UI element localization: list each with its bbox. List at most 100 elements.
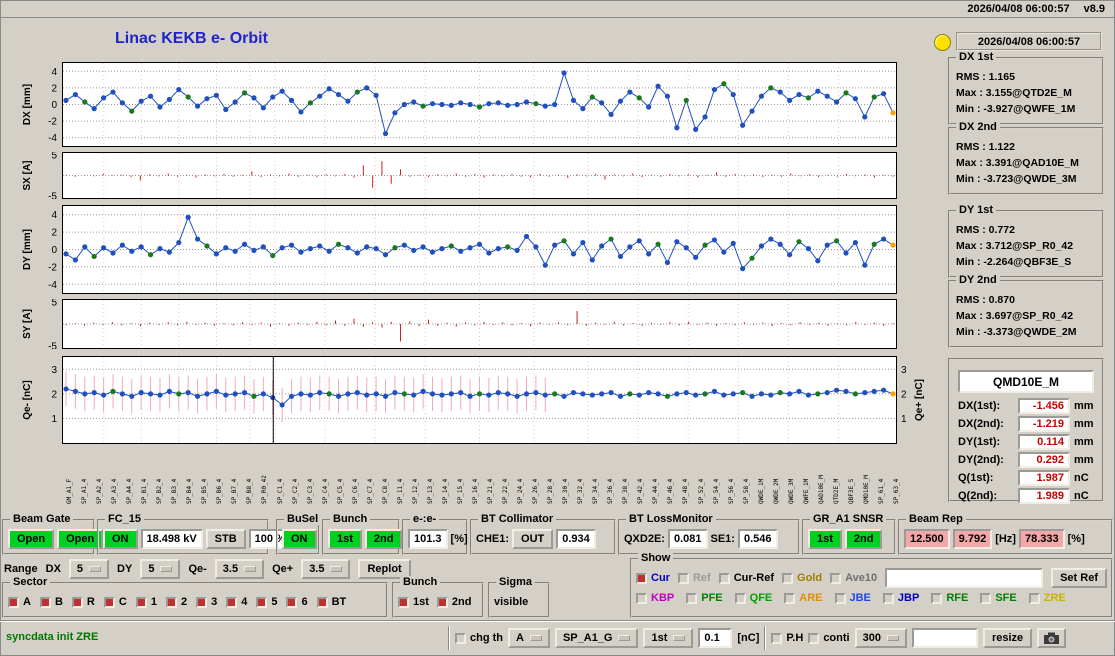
stats-dy-2nd-title: DY 2nd [956, 274, 1000, 286]
range-qem-dropdown[interactable]: 3.5 [214, 559, 265, 579]
fc15-stb-button[interactable]: STB [205, 529, 246, 549]
ph-checkbox[interactable]: P.H [771, 632, 803, 644]
range-qep-dropdown[interactable]: 3.5 [301, 559, 351, 579]
sector-checkbox[interactable]: 3 [196, 596, 217, 608]
svg-text:2: 2 [51, 389, 57, 400]
checkbox-indicator [677, 572, 689, 584]
show-option-checkbox[interactable]: Cur [636, 572, 670, 584]
sector-checkbox[interactable]: C [103, 596, 127, 608]
plot-sx[interactable]: 5 -5 SX [A] [0, 152, 935, 199]
checkbox-label: 1st [413, 596, 429, 608]
show-beamline-checkbox[interactable]: ZRE [1028, 592, 1066, 604]
show-option-checkbox[interactable]: Ref [677, 572, 711, 584]
qmd-title: QMD10E_M [958, 370, 1094, 393]
gr-snsr-1st-button[interactable]: 1st [808, 529, 842, 549]
sector-items: A B R C 1 2 [8, 596, 346, 608]
threshold-value[interactable]: 0.1 [698, 628, 733, 648]
sector-checkbox[interactable]: B [39, 596, 63, 608]
bunch-checkbox[interactable]: 2nd [436, 596, 471, 608]
sector-checkbox[interactable]: R [71, 596, 95, 608]
range-qem-label: Qe- [188, 563, 207, 575]
checkbox-indicator [931, 592, 943, 604]
busel-on-button[interactable]: ON [282, 529, 317, 549]
bpm-select-dropdown[interactable]: SP_A1_G [554, 628, 639, 648]
gr-snsr-2nd-button[interactable]: 2nd [844, 529, 883, 549]
plot-sy[interactable]: 5 -5 SY [A] [0, 299, 935, 349]
bt-collimator-group: BT Collimator CHE1: OUT 0.934 [470, 513, 616, 555]
sector-checkbox[interactable]: BT [316, 596, 346, 608]
bunch-select-dropdown[interactable]: 1st [643, 628, 694, 648]
checkbox-indicator [196, 596, 208, 608]
sector-checkbox[interactable]: 6 [286, 596, 308, 608]
bunch-2nd-button[interactable]: 2nd [364, 529, 403, 549]
plot-dy[interactable]: 4 2 0 -2 -4 DY [mm] [0, 205, 935, 294]
show-beamline-checkbox[interactable]: QFE [734, 592, 772, 604]
show-beamline-checkbox[interactable]: PFE [686, 592, 723, 604]
range-row: Range DX 5 DY 5 Qe- 3.5 Qe+ 3.5 Replot [4, 558, 411, 580]
conti-checkbox[interactable]: conti [808, 632, 850, 644]
show-option-checkbox[interactable]: Gold [782, 572, 822, 584]
show-beamline-checkbox[interactable]: ARE [784, 592, 823, 604]
checkbox-indicator [686, 592, 698, 604]
snapshot-button[interactable] [1037, 628, 1067, 648]
checkbox-label: Ave10 [845, 572, 878, 584]
statusbar-separator [0, 620, 1115, 622]
svg-text:3: 3 [51, 365, 57, 376]
svg-text:-5: -5 [48, 341, 57, 349]
checkbox-label: R [86, 596, 95, 608]
checkbox-indicator [398, 596, 409, 608]
checkbox-label: 5 [271, 596, 278, 608]
sector-checkbox[interactable]: A [8, 596, 31, 608]
range-dy-dropdown[interactable]: 5 [140, 559, 181, 579]
sector-select-dropdown[interactable]: A [508, 628, 550, 648]
plot-dx[interactable]: 4 2 0 -2 -4 DX [mm] [0, 62, 935, 147]
show-beamline-checkbox[interactable]: KBP [636, 592, 674, 604]
set-ref-button[interactable]: Set Ref [1051, 568, 1107, 588]
sector-checkbox[interactable]: 4 [226, 596, 247, 608]
show-beamline-checkbox[interactable]: JBP [882, 592, 920, 604]
sector-checkbox[interactable]: 1 [135, 596, 157, 608]
se1-label: SE1: [710, 533, 735, 545]
show-beamline-checkbox[interactable]: SFE [980, 592, 1017, 604]
show-beamline-checkbox[interactable]: RFE [931, 592, 968, 604]
resize-button[interactable]: resize [982, 628, 1033, 648]
qmd-row-unit: nC [1074, 490, 1089, 502]
sigma-group: Sigma visible [488, 576, 550, 618]
threshold-unit: [nC] [737, 632, 760, 644]
checkbox-label: JBP [897, 592, 920, 604]
qmd-row-unit: mm [1074, 454, 1094, 466]
chg-th-checkbox[interactable]: chg th [455, 632, 503, 644]
replot-button[interactable]: Replot [358, 559, 411, 579]
ref-file-input[interactable] [885, 568, 1044, 588]
sector-checkbox[interactable]: 5 [256, 596, 277, 608]
bunch-1st-button[interactable]: 1st [328, 529, 362, 549]
svg-text:DY [mm]: DY [mm] [22, 229, 33, 270]
qmd-panel: QMD10E_M DX(1st): -1.456 mm DX(2nd): -1.… [948, 358, 1104, 504]
dropdown-indicator-icon [244, 566, 257, 572]
sigma-visible-toggle[interactable]: visible [494, 596, 529, 608]
qmd-row-label: DY(1st): [958, 436, 1001, 448]
svg-text:1: 1 [51, 414, 57, 425]
show-option-checkbox[interactable]: Cur-Ref [718, 572, 774, 584]
svg-text:-2: -2 [48, 117, 57, 128]
dropdown-indicator-icon [618, 635, 631, 641]
sector-checkbox[interactable]: 2 [165, 596, 187, 608]
show-beamline-checkbox[interactable]: JBE [834, 592, 871, 604]
range-dx-dropdown[interactable]: 5 [68, 559, 110, 579]
show-option-checkbox[interactable]: Ave10 [830, 572, 877, 584]
checkbox-indicator [734, 592, 746, 604]
che1-out-button[interactable]: OUT [512, 529, 554, 549]
dropdown-indicator-icon [673, 635, 686, 641]
beam-gate-open-1-button[interactable]: Open [8, 529, 55, 549]
plot-xaxis-labels: GM_A1_F SP_A1_4 SP_A2_4 SP_A3_4 SP_A4_4 SP_B1… [66, 475, 900, 504]
checkbox-label: Gold [797, 572, 823, 584]
interval-dropdown[interactable]: 300 [854, 628, 907, 648]
plot-q[interactable]: 3 2 1 3 2 1 Qe- [nC] Qe+ [nC] [0, 356, 935, 444]
fc15-on-button[interactable]: ON [103, 529, 138, 549]
statusbar-entry[interactable] [911, 628, 978, 648]
bunch-checkbox[interactable]: 1st [398, 596, 429, 608]
checkbox-indicator [980, 592, 992, 604]
beam-rep-percent-unit: [%] [1067, 533, 1085, 545]
svg-text:4: 4 [51, 210, 57, 221]
beam-gate-open-2-button[interactable]: Open [57, 529, 104, 549]
